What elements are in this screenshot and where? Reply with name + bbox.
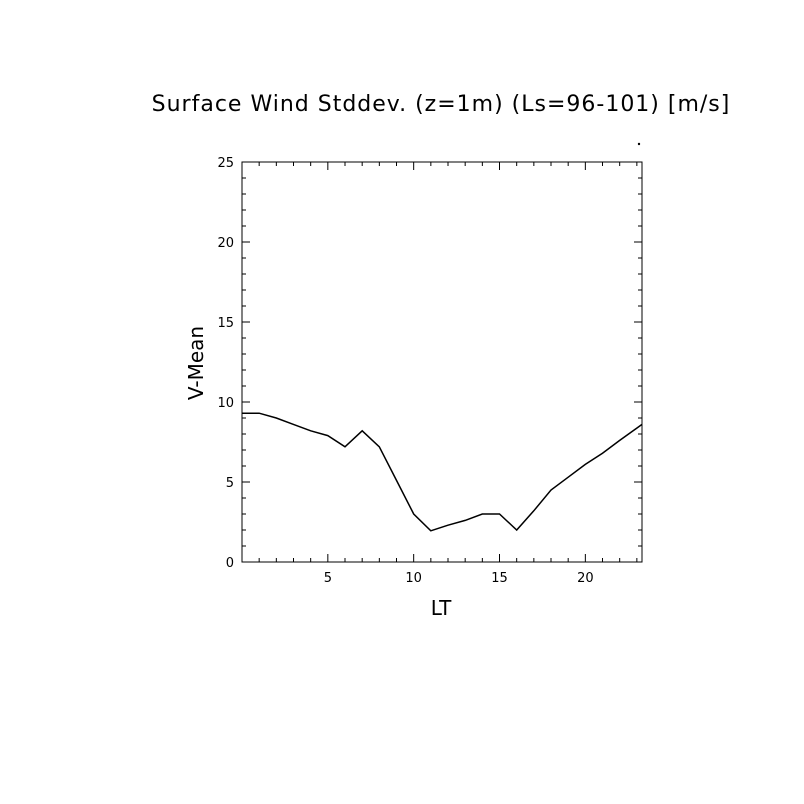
y-tick-label: 20 xyxy=(217,236,234,251)
series-layer xyxy=(242,412,643,532)
plot-frame xyxy=(241,161,643,563)
corner-dot xyxy=(637,142,641,146)
tick-labels: 5 10 15 20 0 5 10 15 20 25 xyxy=(217,156,593,586)
x-tick-label: 5 xyxy=(324,571,332,586)
y-axis-label: V-Mean xyxy=(184,326,208,400)
y-tick-label: 0 xyxy=(226,556,234,571)
y-tick-label: 25 xyxy=(217,156,234,171)
series-line xyxy=(242,412,643,532)
x-axis-label: LT xyxy=(431,596,452,620)
y-tick-label: 5 xyxy=(226,476,234,491)
x-tick-label: 10 xyxy=(405,571,422,586)
y-tick-label: 15 xyxy=(217,316,234,331)
x-tick-label: 20 xyxy=(577,571,594,586)
axis-ticks xyxy=(241,161,642,563)
y-tick-label: 10 xyxy=(217,396,234,411)
x-tick-label: 15 xyxy=(491,571,508,586)
chart-title: Surface Wind Stddev. (z=1m) (Ls=96-101) … xyxy=(152,92,731,117)
